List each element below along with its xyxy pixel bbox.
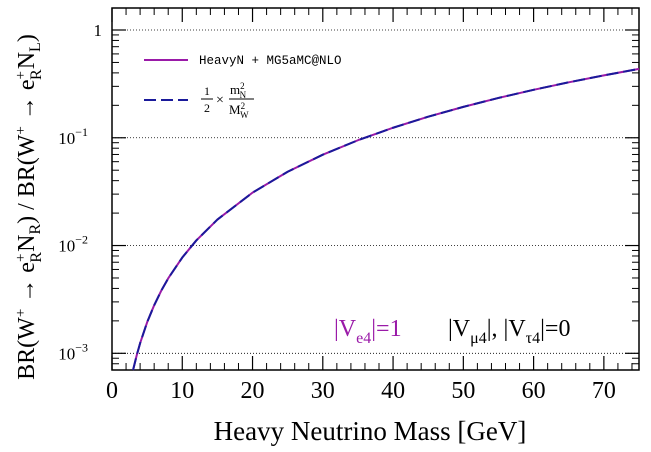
legend-entry-2: 1 2 × m2 N M2 W: [201, 81, 254, 120]
y-tick-label-0: 1: [94, 21, 103, 40]
y-tick-label-2: 10−2: [58, 233, 88, 256]
x-tick-label-0: 0: [106, 378, 118, 404]
series-line-1: [132, 67, 640, 371]
x-tick-label-7: 70: [592, 378, 616, 404]
x-tick-label-4: 40: [381, 378, 405, 404]
svg-text:×: ×: [216, 93, 224, 108]
x-tick-label-3: 30: [311, 378, 335, 404]
axis-ticks: [111, 8, 639, 371]
svg-text:1: 1: [204, 84, 210, 98]
plot-frame: [111, 7, 640, 371]
x-tick-label-5: 50: [451, 378, 475, 404]
x-tick-label-1: 10: [170, 378, 194, 404]
series-lines: [132, 67, 640, 371]
legend: HeavyN + MG5aMC@NLO 1 2 × m2 N M2 W: [144, 54, 342, 120]
annotation-ve4: |Ve4|=1: [334, 316, 402, 347]
legend-entry-1: HeavyN + MG5aMC@NLO: [199, 54, 342, 68]
y-tick-labels: 1 10−1 10−2 10−3: [58, 21, 102, 363]
y-axis-title: BR(W+ → e+RNR) / BR(W+ → e+RNL): [13, 34, 45, 380]
svg-text:2: 2: [204, 101, 210, 115]
x-tick-label-2: 20: [241, 378, 265, 404]
x-tick-label-6: 60: [522, 378, 546, 404]
svg-text:M2W: M2 W: [229, 101, 249, 120]
svg-text:m2N: m2 N: [230, 81, 247, 100]
y-tick-label-1: 10−1: [58, 125, 88, 148]
grid: [112, 29, 639, 354]
x-tick-labels: 0 10 20 30 40 50 60 70: [106, 378, 616, 404]
y-tick-label-3: 10−3: [58, 340, 88, 363]
x-axis-title: Heavy Neutrino Mass [GeV]: [214, 416, 527, 446]
annotation-vmu4-vtau4: |Vμ4|, |Vτ4|=0: [448, 316, 570, 347]
